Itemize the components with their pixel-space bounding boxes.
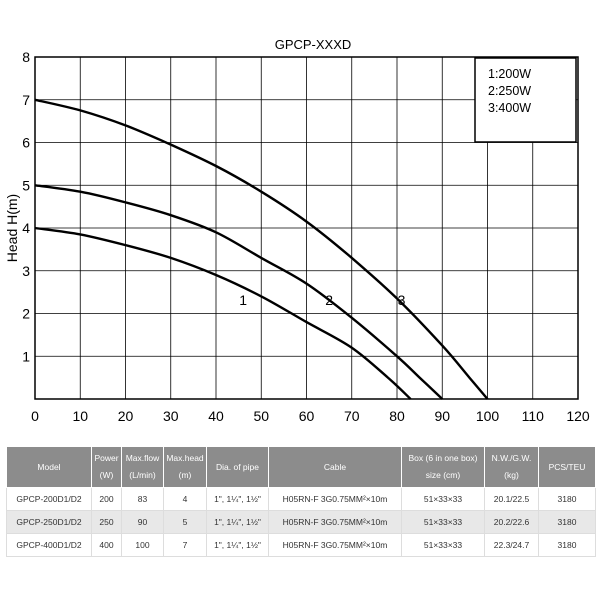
cell-weight: 20.1/22.5	[484, 487, 539, 511]
y-tick-label: 6	[22, 135, 30, 151]
series-3-curve	[34, 98, 489, 400]
cell-weight: 20.2/22.6	[484, 510, 539, 534]
table-header-row: Model Power (W) Max.flow (L/min) Max.head(…	[6, 446, 596, 488]
x-tick-label: 50	[253, 408, 269, 424]
y-axis-label: Head H(m)	[4, 194, 20, 262]
cell-max-head: 5	[163, 510, 207, 534]
series-layer: 1 2 3	[34, 98, 489, 400]
cell-power: 250	[91, 510, 122, 534]
x-tick-label: 60	[299, 408, 315, 424]
x-tick-label: 120	[566, 408, 590, 424]
x-tick-label: 10	[72, 408, 88, 424]
y-tick-label: 5	[22, 177, 30, 193]
header-pcs-teu: PCS/TEU	[538, 446, 596, 488]
cell-pipe-diameter: 1", 1¼", 1½"	[206, 533, 269, 557]
cell-max-flow: 100	[121, 533, 164, 557]
chart-title: GPCP-XXXD	[275, 37, 352, 52]
x-tick-label: 100	[476, 408, 500, 424]
cell-pipe-diameter: 1", 1¼", 1½"	[206, 487, 269, 511]
cell-model: GPCP-250D1/D2	[6, 510, 92, 534]
x-axis-ticks: 0 10 20 30 40 50 60 70 80 90 100 110 120	[31, 408, 590, 424]
legend-entry-2: 2:250W	[488, 84, 531, 98]
header-pipe-diameter: Dia. of pipe	[206, 446, 269, 488]
cell-cable: H05RN-F 3G0.75MM²×10m	[268, 533, 402, 557]
header-max-flow: Max.flow (L/min)	[121, 446, 164, 488]
cell-box-size: 51×33×33	[401, 487, 485, 511]
y-tick-label: 1	[22, 348, 30, 364]
cell-max-head: 7	[163, 533, 207, 557]
header-cable: Cable	[268, 446, 402, 488]
cell-power: 200	[91, 487, 122, 511]
cell-model: GPCP-200D1/D2	[6, 487, 92, 511]
series-3-label: 3	[398, 292, 406, 308]
header-weight: N.W./G.W. (kg)	[484, 446, 539, 488]
x-tick-label: 0	[31, 408, 39, 424]
cell-max-flow: 83	[121, 487, 164, 511]
x-tick-label: 30	[163, 408, 179, 424]
table-row: GPCP-400D1/D2 400 100 7 1", 1¼", 1½" H05…	[6, 533, 596, 557]
series-1-curve	[34, 226, 412, 400]
x-tick-label: 80	[389, 408, 405, 424]
header-model: Model	[6, 446, 92, 488]
pump-curve-chart: 0 10 20 30 40 50 60 70 80 90 100 110 120 1 2 3 4 5 6 7 8 GP…	[4, 37, 590, 424]
header-power: Power (W)	[91, 446, 122, 488]
cell-box-size: 51×33×33	[401, 510, 485, 534]
cell-max-flow: 90	[121, 510, 164, 534]
cell-pcs-teu: 3180	[538, 533, 596, 557]
x-tick-label: 90	[434, 408, 450, 424]
y-axis-ticks: 1 2 3 4 5 6 7 8	[22, 49, 30, 364]
cell-cable: H05RN-F 3G0.75MM²×10m	[268, 510, 402, 534]
cell-pipe-diameter: 1", 1¼", 1½"	[206, 510, 269, 534]
y-tick-label: 4	[22, 220, 30, 236]
spec-table: Model Power (W) Max.flow (L/min) Max.head(…	[6, 446, 596, 557]
header-box-size: Box (6 in one box) size (cm)	[401, 446, 485, 488]
cell-power: 400	[91, 533, 122, 557]
cell-cable: H05RN-F 3G0.75MM²×10m	[268, 487, 402, 511]
x-tick-label: 40	[208, 408, 224, 424]
cell-weight: 22.3/24.7	[484, 533, 539, 557]
y-tick-label: 2	[22, 306, 30, 322]
x-tick-label: 110	[522, 408, 545, 424]
y-tick-label: 3	[22, 263, 30, 279]
header-max-head: Max.head (m)	[163, 446, 207, 488]
grid	[35, 57, 578, 399]
legend-entry-3: 3:400W	[488, 101, 531, 115]
cell-max-head: 4	[163, 487, 207, 511]
x-tick-label: 70	[344, 408, 360, 424]
y-tick-label: 8	[22, 49, 30, 65]
series-2-label: 2	[325, 292, 333, 308]
cell-box-size: 51×33×33	[401, 533, 485, 557]
table-row: GPCP-200D1/D2 200 83 4 1", 1¼", 1½" H05R…	[6, 487, 596, 511]
cell-pcs-teu: 3180	[538, 487, 596, 511]
y-tick-label: 7	[22, 92, 30, 108]
cell-pcs-teu: 3180	[538, 510, 596, 534]
legend-entry-1: 1:200W	[488, 67, 531, 81]
cell-model: GPCP-400D1/D2	[6, 533, 92, 557]
series-1-label: 1	[239, 292, 247, 308]
x-tick-label: 20	[118, 408, 134, 424]
table-row: GPCP-250D1/D2 250 90 5 1", 1¼", 1½" H05R…	[6, 510, 596, 534]
legend-box	[474, 57, 577, 143]
legend: 1:200W 2:250W 3:400W	[474, 57, 577, 143]
series-2-curve	[34, 184, 444, 400]
